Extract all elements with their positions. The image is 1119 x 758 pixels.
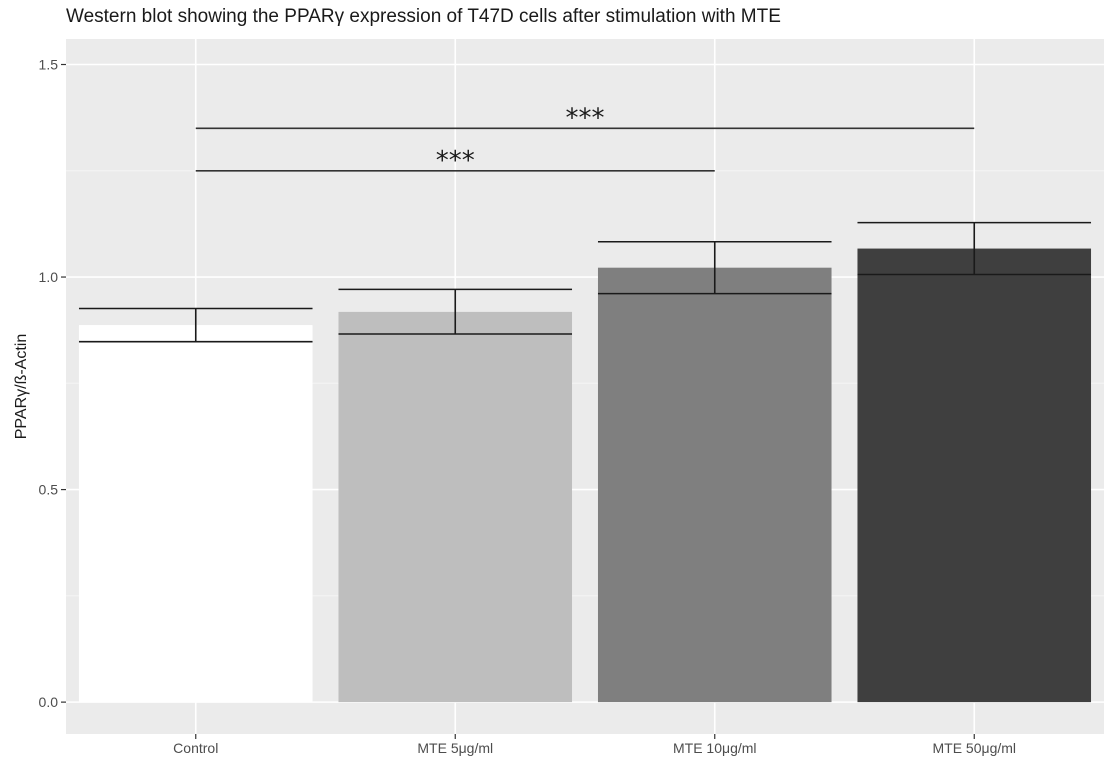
y-tick-label: 1.5: [39, 57, 59, 73]
bar: [78, 325, 313, 703]
significance-label: ***: [436, 146, 475, 176]
bar: [597, 267, 832, 703]
bar: [857, 248, 1092, 703]
x-tick-label: MTE 10μg/ml: [673, 740, 757, 756]
chart-title: Western blot showing the PPARγ expressio…: [66, 6, 781, 27]
y-tick-label: 0.0: [39, 694, 59, 710]
y-tick-label: 0.5: [39, 482, 59, 498]
bar: [338, 311, 573, 703]
x-tick-label: Control: [173, 740, 218, 756]
y-axis-title: PPARγ/ß-Actin: [13, 334, 30, 440]
significance-label: ***: [566, 103, 605, 133]
x-tick-label: MTE 5μg/ml: [417, 740, 493, 756]
x-tick-label: MTE 50μg/ml: [932, 740, 1016, 756]
y-tick-label: 1.0: [39, 269, 59, 285]
